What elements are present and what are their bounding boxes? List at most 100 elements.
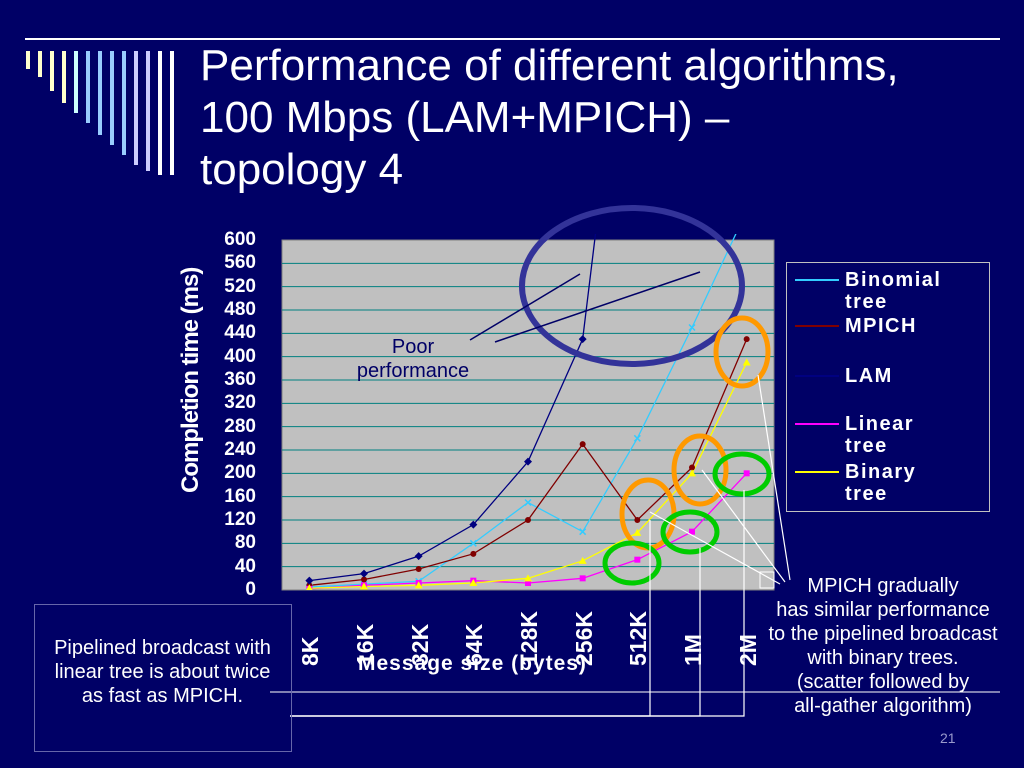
legend-swatch: [795, 375, 839, 377]
linear-highlight-circle: [602, 540, 662, 586]
data-point: [525, 517, 531, 523]
decor-bar: [158, 51, 162, 175]
mpich-note-line: all-gather algorithm): [794, 695, 972, 717]
decor-bar: [170, 51, 174, 175]
legend-swatch: [795, 325, 839, 327]
legend-label: MPICH: [845, 315, 917, 337]
pointer-line: [649, 511, 781, 585]
data-point: [524, 457, 532, 466]
decor-bar: [62, 51, 66, 103]
data-point: [579, 441, 586, 448]
data-point: [415, 566, 422, 572]
data-point: [469, 520, 478, 529]
linear-highlight-circle: [712, 451, 772, 497]
mpich-note-line: to the pipelined broadcast: [768, 623, 998, 645]
y-tick-label: 240: [224, 439, 256, 460]
annotation-overlays: [270, 205, 1000, 717]
y-tick-label: 120: [224, 509, 256, 530]
poor-performance-note: Poor performance: [356, 336, 470, 382]
data-point: [306, 584, 313, 590]
data-point: [470, 550, 477, 557]
decor-bar: [134, 51, 138, 165]
slide-number: 21: [940, 730, 956, 746]
data-point: [360, 582, 368, 590]
data-point: [360, 569, 368, 578]
legend-label: Linear tree: [845, 413, 915, 457]
data-point: [414, 552, 423, 561]
legend-label: LAM: [845, 365, 893, 387]
linear-highlight-circle: [660, 509, 720, 555]
data-point: [579, 575, 586, 582]
data-point: [578, 556, 587, 564]
y-tick-label: 480: [224, 299, 256, 320]
legend-swatch: [795, 423, 839, 425]
data-point: [469, 579, 478, 586]
data-point: [742, 358, 751, 366]
y-tick-label: 560: [224, 252, 256, 274]
mpich-highlight-circle: [713, 315, 771, 389]
decor-bar: [50, 51, 54, 91]
data-point: [579, 528, 587, 536]
data-point: [689, 528, 695, 535]
pipelined-note-box: [34, 604, 292, 752]
data-point: [743, 470, 750, 477]
pipelined-note-line: as fast as MPICH.: [81, 685, 244, 707]
decor-bar: [110, 51, 114, 145]
data-point: [634, 556, 641, 563]
y-tick-label: 520: [224, 275, 256, 297]
mpich-highlight-circle: [671, 433, 729, 507]
pipelined-note: Pipelined broadcast with linear tree is a…: [20, 636, 305, 708]
mpich-note-line: with binary trees.: [807, 647, 959, 669]
data-point: [688, 469, 696, 477]
x-axis-label: Message size (bytes): [358, 652, 587, 675]
data-point: [469, 539, 477, 547]
pointer-box: [759, 571, 775, 589]
pointer-line: [757, 374, 791, 581]
poor-performance-circle: [519, 205, 745, 367]
legend: Binomial tree MPICH LAM Linear tree Binary tree: [786, 262, 990, 512]
arrow-line: [469, 273, 581, 341]
mpich-note: MPICH gradually has similar performance to…: [738, 574, 1024, 718]
decor-bars: [20, 45, 190, 175]
legend-label: Binary tree: [845, 461, 917, 505]
legend-swatch: [795, 471, 839, 473]
decor-bar: [122, 51, 126, 155]
data-point: [305, 576, 314, 585]
title-top-rule: [25, 38, 1000, 40]
decor-bar: [74, 51, 78, 113]
y-tick-label: 80: [234, 532, 256, 554]
data-point: [524, 574, 532, 582]
y-tick-label: 440: [224, 322, 256, 344]
plot-area: [281, 239, 775, 591]
mpich-note-line: (scatter followed by: [796, 671, 970, 693]
data-point: [744, 208, 750, 214]
pipelined-note-line: Pipelined broadcast with: [54, 637, 271, 659]
data-point: [633, 434, 641, 442]
legend-swatch: [795, 279, 839, 281]
data-point: [689, 464, 695, 471]
slide-title: Performance of different algorithms, 100…: [200, 41, 899, 194]
series-markers: [305, 208, 751, 590]
data-point: [688, 323, 696, 332]
data-point: [525, 580, 531, 586]
data-point: [414, 581, 423, 589]
decor-bar: [98, 51, 102, 135]
data-point: [633, 528, 642, 536]
data-point: [578, 335, 587, 344]
decor-bars-svg: [26, 51, 174, 175]
data-point: [743, 336, 750, 343]
mpich-note-line: has similar performance: [776, 599, 990, 621]
data-point: [524, 498, 532, 507]
pointer-line: [290, 490, 745, 717]
y-tick-label: 600: [224, 229, 256, 250]
y-tick-label: 0: [245, 579, 256, 600]
y-tick-label: 280: [224, 415, 256, 437]
data-point: [361, 576, 367, 583]
arrow-line: [494, 271, 701, 343]
data-point: [634, 517, 641, 523]
decor-bar: [38, 51, 42, 77]
y-tick-label: 320: [224, 392, 256, 414]
y-tick-label: 400: [224, 345, 256, 367]
decor-bar: [26, 51, 30, 69]
